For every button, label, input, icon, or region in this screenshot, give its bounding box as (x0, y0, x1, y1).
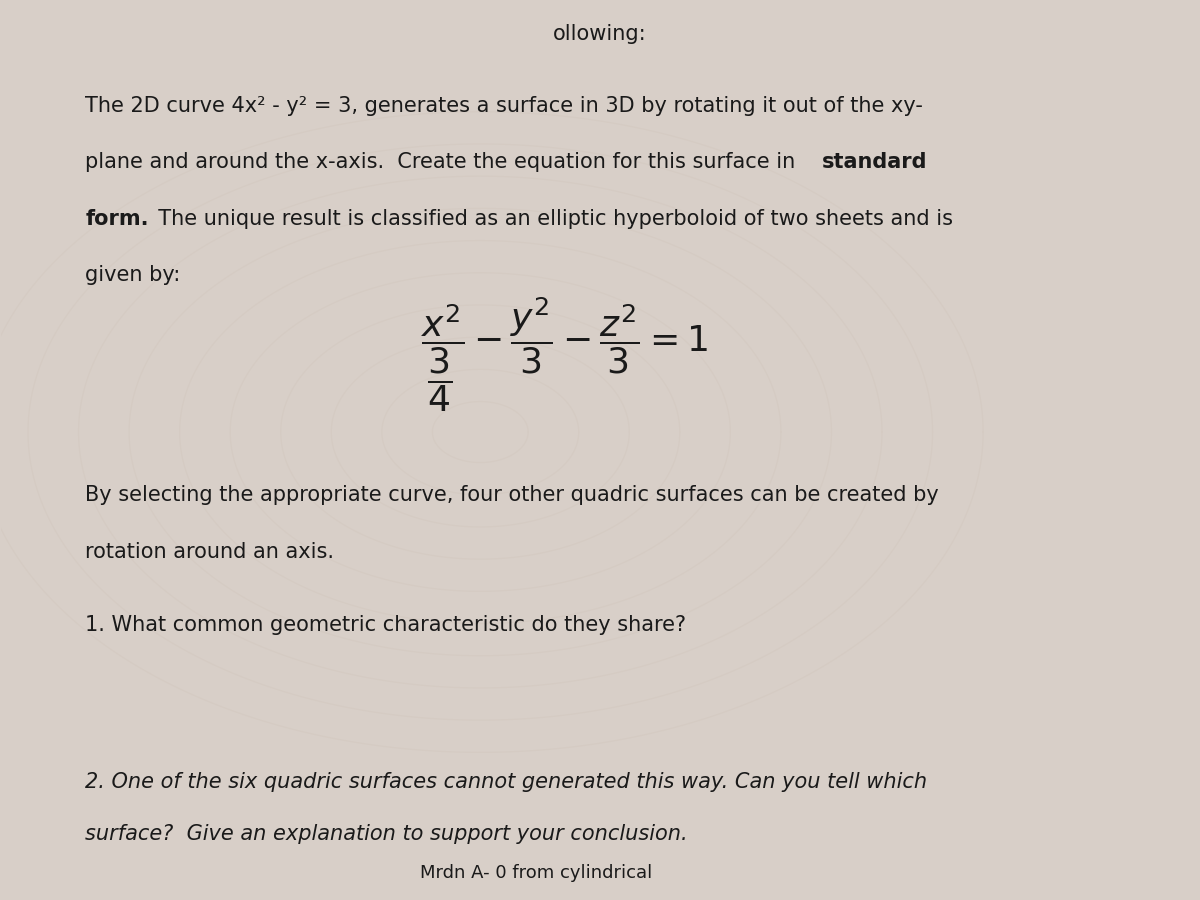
Text: 2. One of the six quadric surfaces cannot generated this way. Can you tell which: 2. One of the six quadric surfaces canno… (85, 772, 928, 792)
Text: plane and around the x-axis.  Create the equation for this surface in: plane and around the x-axis. Create the … (85, 152, 802, 172)
Text: Mrdn A- 0 from cylindrical: Mrdn A- 0 from cylindrical (420, 865, 653, 883)
Text: surface?  Give an explanation to support your conclusion.: surface? Give an explanation to support … (85, 824, 688, 844)
Text: rotation around an axis.: rotation around an axis. (85, 542, 334, 562)
Text: By selecting the appropriate curve, four other quadric surfaces can be created b: By selecting the appropriate curve, four… (85, 485, 938, 505)
Text: The unique result is classified as an elliptic hyperboloid of two sheets and is: The unique result is classified as an el… (145, 209, 953, 229)
Text: standard: standard (822, 152, 926, 172)
Text: form.: form. (85, 209, 149, 229)
Text: The 2D curve 4x² - y² = 3, generates a surface in 3D by rotating it out of the x: The 2D curve 4x² - y² = 3, generates a s… (85, 95, 923, 115)
Text: ollowing:: ollowing: (553, 23, 647, 44)
Text: 1. What common geometric characteristic do they share?: 1. What common geometric characteristic … (85, 615, 686, 635)
Text: $\dfrac{x^2}{\dfrac{3}{4}} - \dfrac{y^2}{3} - \dfrac{z^2}{3} = 1$: $\dfrac{x^2}{\dfrac{3}{4}} - \dfrac{y^2}… (420, 295, 708, 414)
Text: given by:: given by: (85, 266, 180, 285)
